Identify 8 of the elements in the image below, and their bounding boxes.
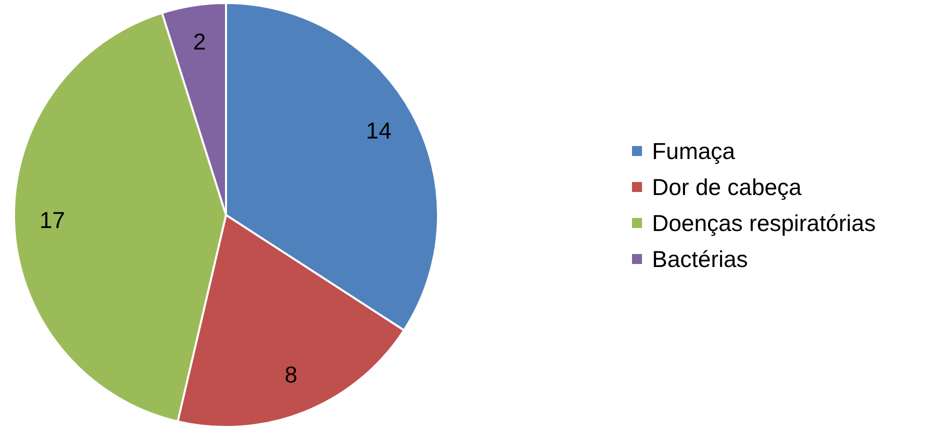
legend-label: Fumaça bbox=[652, 138, 736, 164]
data-label: 14 bbox=[366, 117, 392, 144]
legend-label: Doenças respiratórias bbox=[652, 210, 876, 236]
legend-label: Bactérias bbox=[652, 246, 748, 272]
data-label: 8 bbox=[284, 362, 298, 388]
data-label: 17 bbox=[39, 207, 66, 233]
data-label: 2 bbox=[193, 28, 206, 55]
legend-label: Dor de cabeça bbox=[652, 174, 802, 200]
